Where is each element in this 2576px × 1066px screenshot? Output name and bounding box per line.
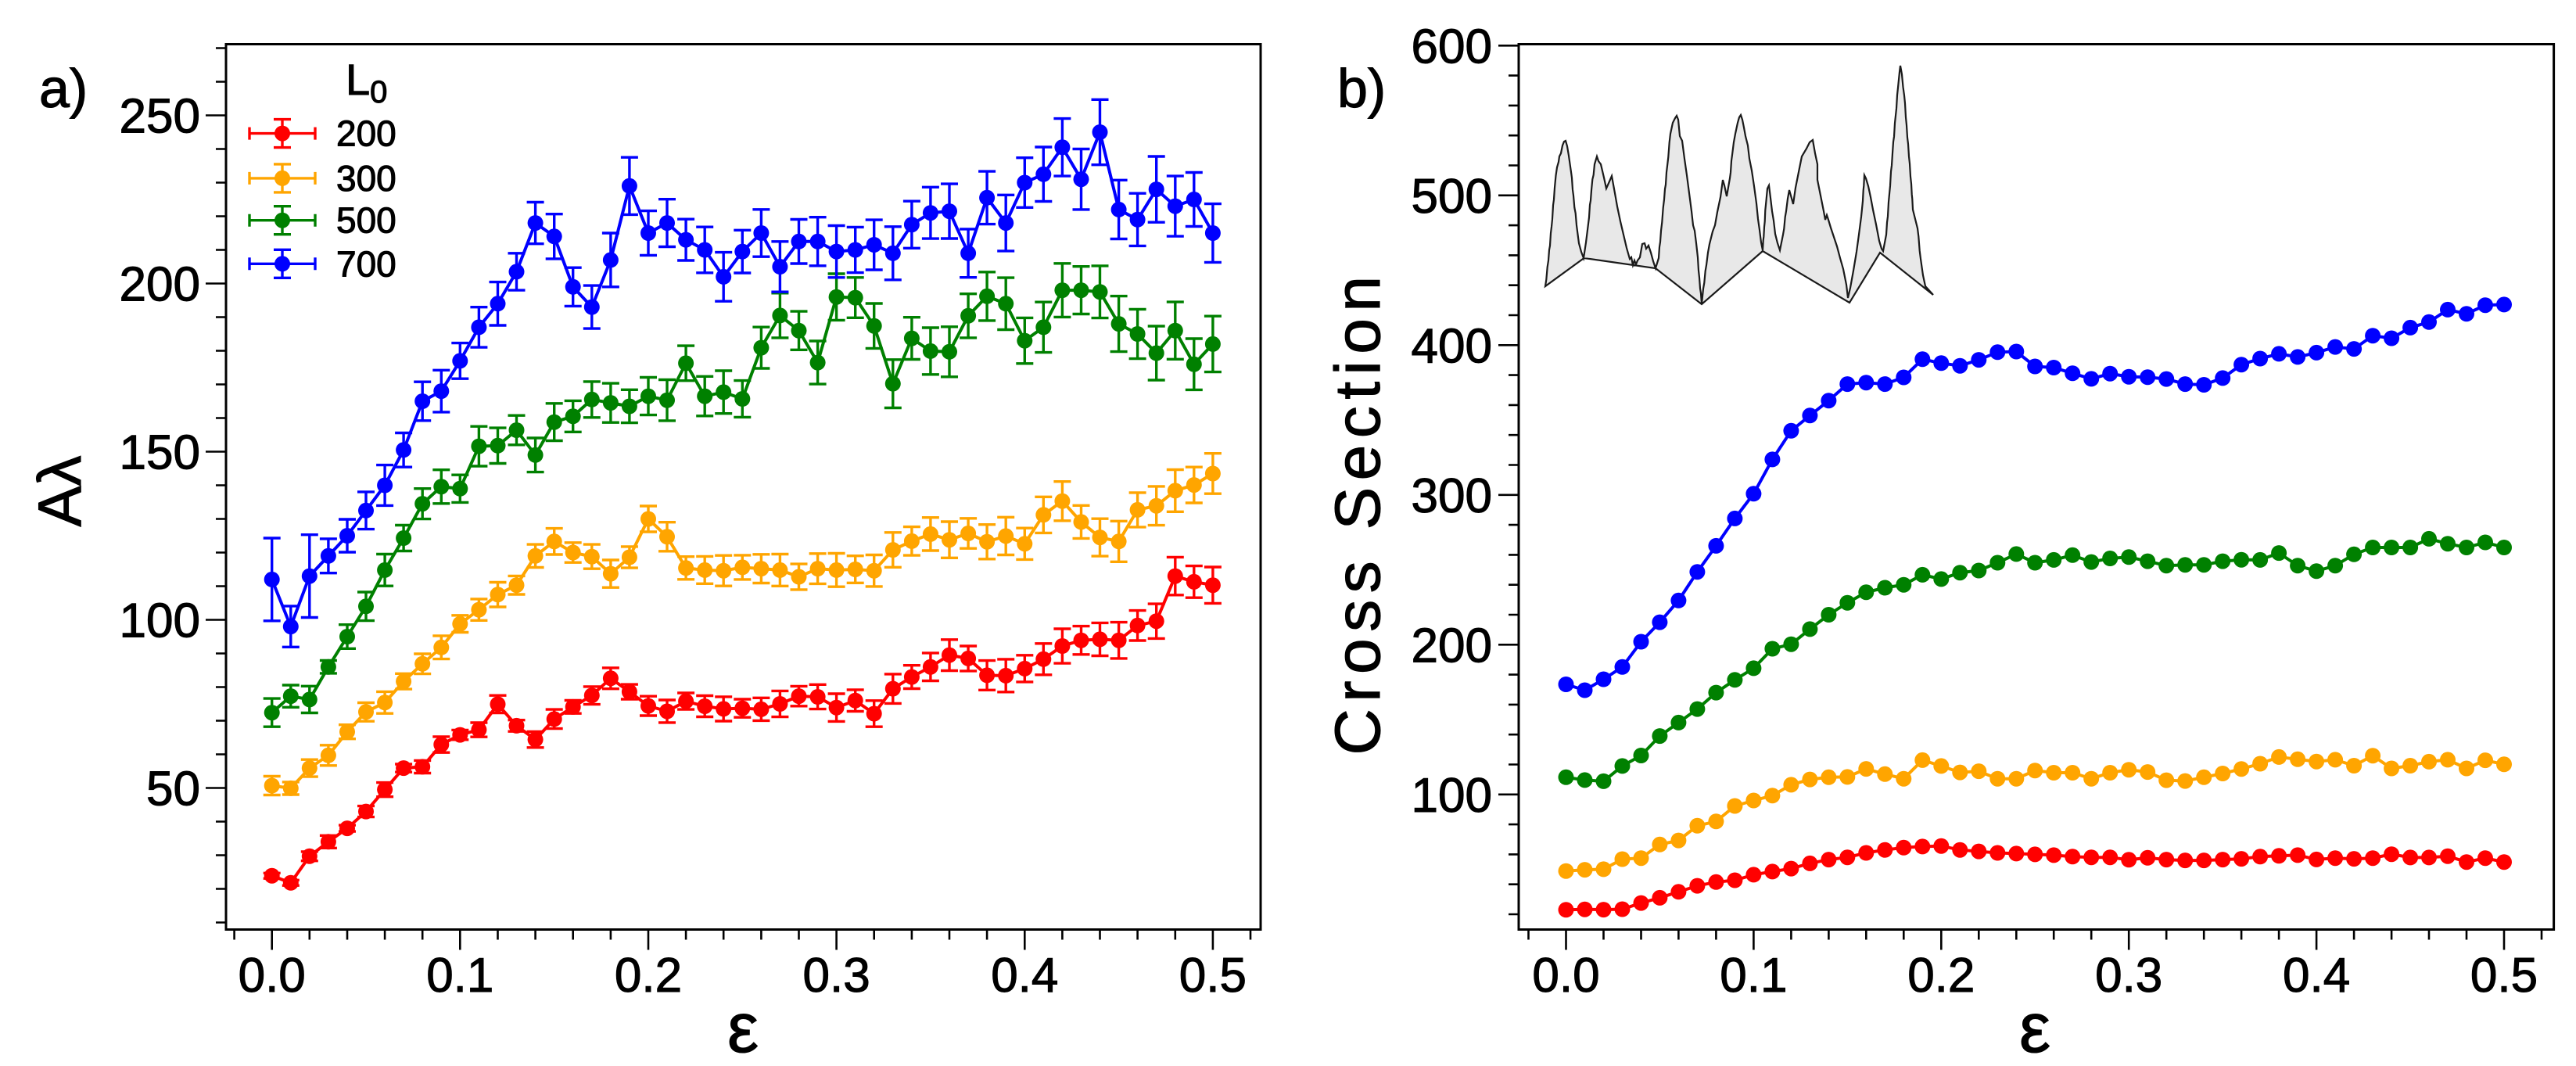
svg-text:0.0: 0.0 (239, 949, 306, 1003)
svg-text:300: 300 (1412, 469, 1492, 523)
svg-text:a): a) (39, 58, 88, 119)
svg-text:500: 500 (336, 200, 396, 241)
svg-text:0.1: 0.1 (426, 949, 493, 1003)
svg-text:b): b) (1337, 58, 1386, 119)
svg-text:0.4: 0.4 (2283, 949, 2350, 1003)
svg-text:250: 250 (120, 90, 200, 144)
svg-text:400: 400 (1412, 319, 1492, 373)
svg-text:0.0: 0.0 (1532, 949, 1599, 1003)
svg-text:L0: L0 (346, 55, 387, 109)
svg-text:100: 100 (120, 594, 200, 648)
svg-text:300: 300 (336, 158, 396, 199)
svg-text:200: 200 (1412, 619, 1492, 673)
svg-text:ε: ε (727, 989, 759, 1066)
svg-text:200: 200 (120, 258, 200, 312)
svg-text:0.2: 0.2 (1907, 949, 1975, 1003)
svg-text:Cross Section: Cross Section (1322, 270, 1394, 756)
svg-text:Aλ: Aλ (25, 455, 94, 526)
svg-text:700: 700 (336, 243, 396, 284)
svg-text:50: 50 (146, 763, 200, 817)
svg-text:0.5: 0.5 (1179, 949, 1247, 1003)
svg-text:500: 500 (1412, 170, 1492, 224)
svg-text:600: 600 (1412, 20, 1492, 74)
svg-text:0.5: 0.5 (2470, 949, 2538, 1003)
svg-text:ε: ε (2019, 989, 2050, 1066)
svg-text:0.3: 0.3 (2095, 949, 2162, 1003)
svg-text:150: 150 (120, 426, 200, 480)
svg-text:200: 200 (336, 113, 396, 154)
svg-text:0.2: 0.2 (615, 949, 682, 1003)
svg-text:0.4: 0.4 (991, 949, 1058, 1003)
svg-text:100: 100 (1412, 769, 1492, 823)
svg-text:0.1: 0.1 (1720, 949, 1787, 1003)
svg-text:0.3: 0.3 (802, 949, 870, 1003)
